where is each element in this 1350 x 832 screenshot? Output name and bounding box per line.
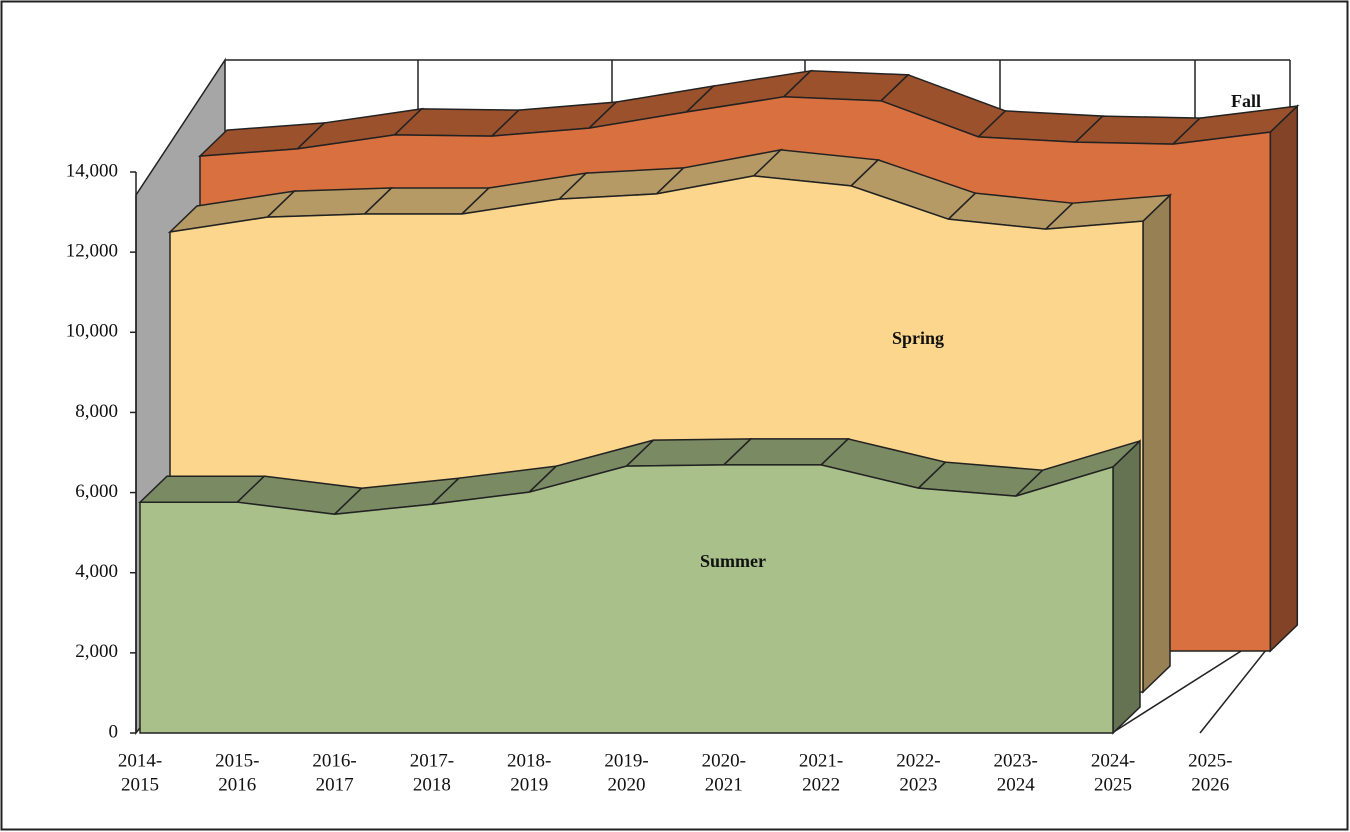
y-tick-label: 12,000: [66, 241, 118, 262]
area: [139, 464, 1114, 734]
x-tick-label: 2024-: [1091, 750, 1135, 771]
x-tick-label: 2019-: [604, 750, 648, 771]
area-side: [1142, 193, 1171, 694]
y-tick-label: 6,000: [75, 481, 118, 502]
area-side: [1269, 104, 1299, 653]
x-tick-label: 2018: [413, 774, 451, 795]
x-tick-label: 2016-: [312, 750, 356, 771]
series-label: Spring: [892, 328, 944, 348]
area-side: [1112, 439, 1141, 735]
x-tick-label: 2015: [121, 774, 159, 795]
x-tick-label: 2022: [802, 774, 840, 795]
y-tick-label: 0: [109, 721, 119, 742]
y-tick-label: 2,000: [75, 641, 118, 662]
x-tick-label: 2025-: [1188, 750, 1232, 771]
x-tick-label: 2021-: [799, 750, 843, 771]
series-label: Summer: [700, 551, 766, 571]
y-tick-label: 14,000: [66, 160, 118, 181]
series-label: Fall: [1231, 91, 1261, 111]
x-tick-label: 2022-: [896, 750, 940, 771]
x-tick-label: 2023-: [994, 750, 1038, 771]
x-tick-label: 2021: [705, 774, 743, 795]
x-tick-label: 2020-: [702, 750, 746, 771]
x-tick-label: 2019: [510, 774, 548, 795]
x-tick-label: 2026: [1191, 774, 1229, 795]
x-tick-label: 2015-: [215, 750, 259, 771]
x-tick-label: 2014-: [118, 750, 162, 771]
y-tick-label: 4,000: [75, 561, 118, 582]
x-tick-label: 2017-: [410, 750, 454, 771]
x-tick-label: 2020: [608, 774, 646, 795]
x-tick-label: 2025: [1094, 774, 1132, 795]
x-tick-label: 2018-: [507, 750, 551, 771]
x-tick-label: 2023: [899, 774, 937, 795]
x-tick-label: 2024: [997, 774, 1036, 795]
x-tick-label: 2016: [218, 774, 256, 795]
x-tick-label: 2017: [316, 774, 354, 795]
y-tick-label: 10,000: [66, 321, 118, 342]
y-tick-label: 8,000: [75, 401, 118, 422]
